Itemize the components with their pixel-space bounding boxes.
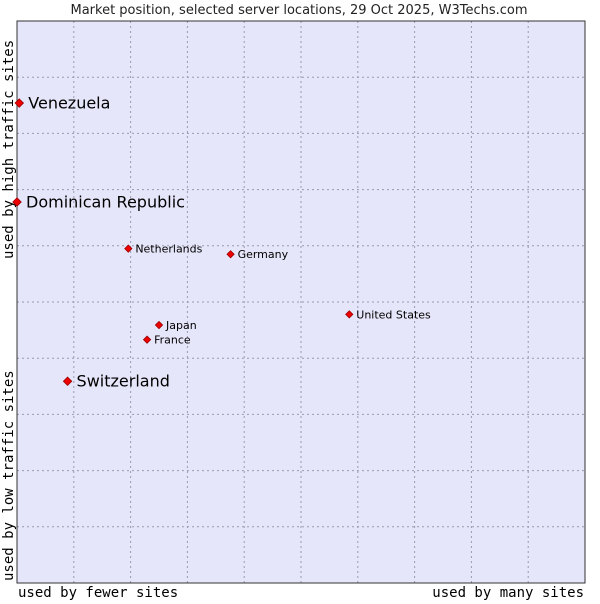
label-venezuela: Venezuela [28,94,110,113]
marker-dominican-republic [12,197,22,207]
grid-layer [17,21,585,583]
chart-title: Market position, selected server locatio… [70,3,527,18]
marker-netherlands [124,244,133,253]
label-netherlands: Netherlands [135,243,202,256]
marker-switzerland [62,376,73,387]
marker-france [142,335,152,344]
point-germany: Germany [226,248,289,261]
y-axis-label-top: used by high traffic sites [1,40,17,259]
x-axis-label-right: used by many sites [432,585,584,600]
label-united-states: United States [356,308,431,321]
label-germany: Germany [238,248,289,261]
points-layer: Venezuela Dominican Republic Netherlands Ge… [12,94,431,391]
point-japan: Japan [154,319,197,332]
label-switzerland: Switzerland [77,372,170,391]
point-france: France [142,334,191,347]
label-france: France [154,334,191,347]
marker-united-states [345,310,354,319]
point-switzerland: Switzerland [62,372,170,391]
point-venezuela: Venezuela [14,94,110,113]
marker-venezuela [14,98,25,108]
x-axis-label-left: used by fewer sites [18,585,178,600]
marker-japan [154,320,164,330]
point-dominican-republic: Dominican Republic [12,192,185,211]
marker-germany [226,250,235,259]
y-axis-label-bottom: used by low traffic sites [1,370,17,581]
label-dominican-republic: Dominican Republic [26,192,185,211]
point-netherlands: Netherlands [124,243,203,256]
label-japan: Japan [165,319,197,332]
point-united-states: United States [345,308,431,321]
plot-border [16,20,586,584]
